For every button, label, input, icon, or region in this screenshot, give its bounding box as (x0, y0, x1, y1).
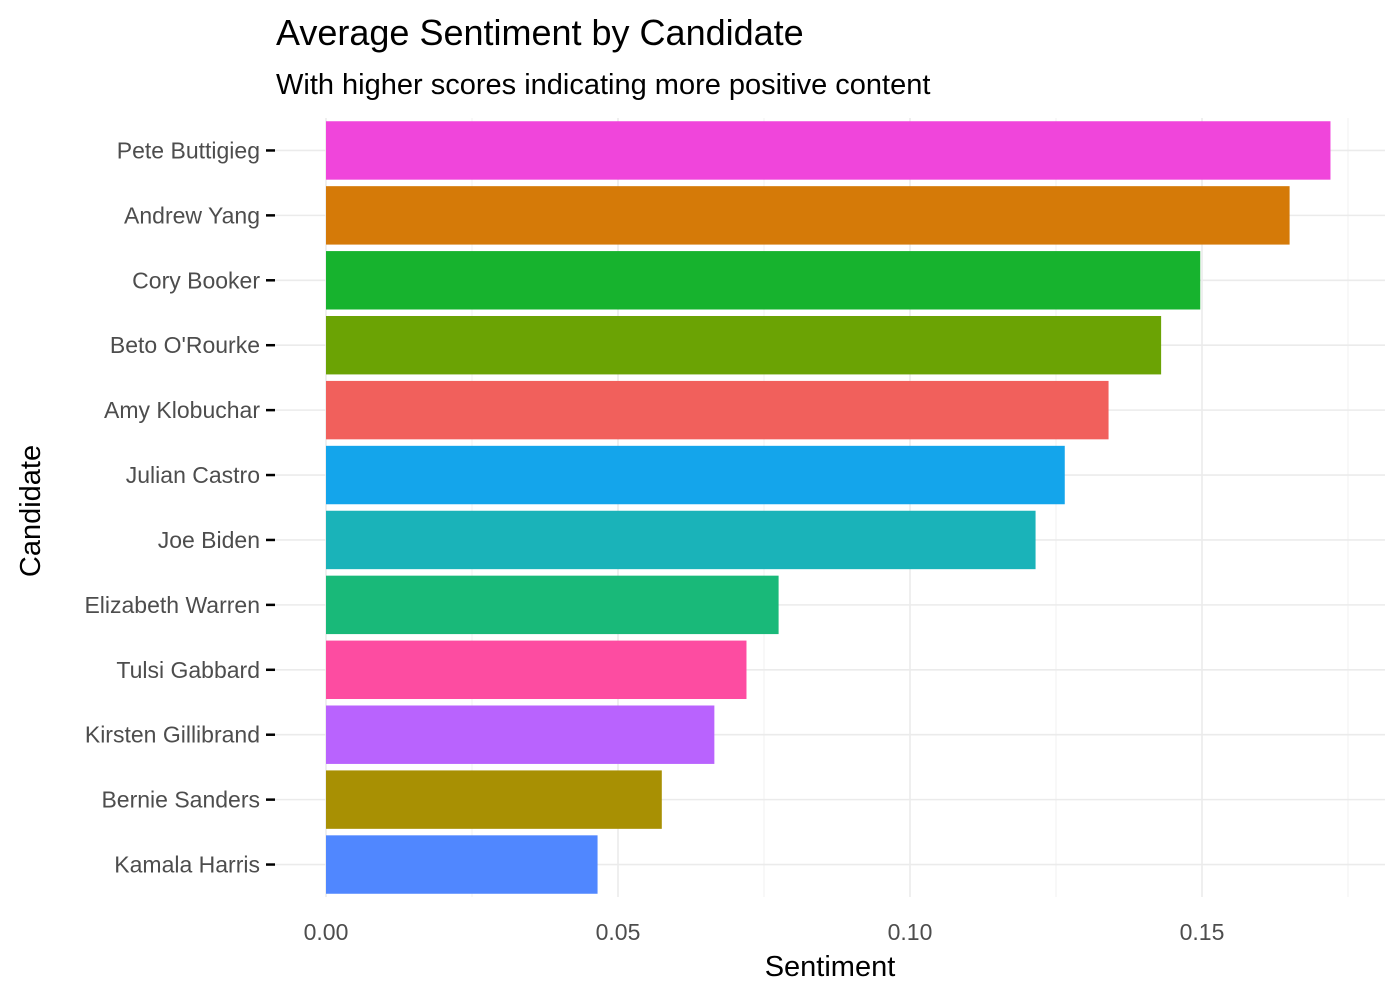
bar-pete-buttigieg (326, 121, 1331, 180)
bars (326, 121, 1331, 894)
bar-cory-booker (326, 251, 1201, 310)
y-tick-label: Amy Klobuchar (104, 397, 260, 423)
bar-kamala-harris (326, 835, 598, 894)
bar-andrew-yang (326, 186, 1290, 245)
y-tick-label: Andrew Yang (124, 202, 260, 228)
x-tick-label: 0.10 (888, 919, 933, 945)
y-tick-label: Kirsten Gillibrand (85, 722, 260, 748)
bar-kirsten-gillibrand (326, 705, 715, 764)
y-axis-title: Candidate (15, 445, 47, 577)
y-tick-label: Pete Buttigieg (117, 137, 260, 163)
x-axis-title: Sentiment (765, 951, 896, 983)
chart-subtitle: With higher scores indicating more posit… (276, 69, 930, 101)
y-tick-label: Kamala Harris (114, 852, 260, 878)
bar-joe-biden (326, 510, 1036, 570)
y-tick-label: Elizabeth Warren (84, 592, 260, 618)
x-tick-label: 0.15 (1180, 919, 1225, 945)
chart-title: Average Sentiment by Candidate (276, 12, 804, 53)
y-tick-label: Bernie Sanders (101, 787, 260, 813)
bar-amy-klobuchar (326, 380, 1109, 440)
x-tick-label: 0.05 (596, 919, 641, 945)
y-tick-label: Beto O'Rourke (110, 332, 260, 358)
bar-beto-o-rourke (326, 315, 1162, 375)
axes: Pete Buttigieg Andrew Yang Cory Booker Beto… (84, 137, 1224, 945)
y-tick-label: Joe Biden (158, 527, 260, 553)
y-tick-label: Julian Castro (126, 462, 260, 488)
bar-tulsi-gabbard (326, 640, 747, 700)
bar-bernie-sanders (326, 770, 662, 829)
y-tick-label: Cory Booker (132, 267, 260, 293)
bar-julian-castro (326, 445, 1065, 505)
x-tick-label: 0.00 (304, 919, 349, 945)
bar-elizabeth-warren (326, 575, 779, 635)
y-tick-label: Tulsi Gabbard (116, 657, 260, 683)
